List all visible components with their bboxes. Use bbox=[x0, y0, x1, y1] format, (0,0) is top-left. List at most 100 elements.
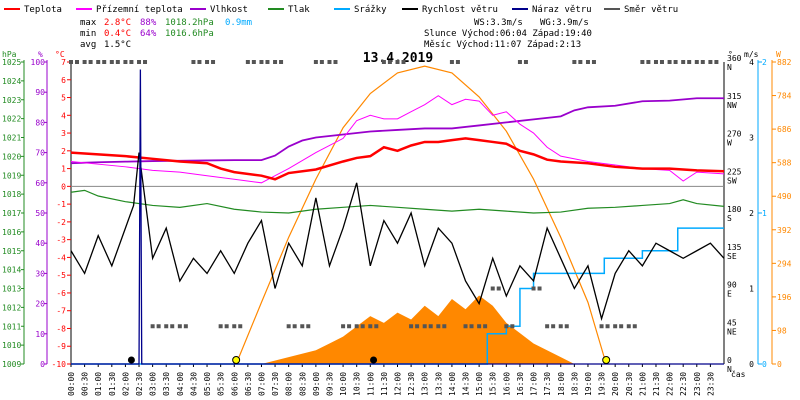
wind-direction-point bbox=[558, 324, 563, 329]
wind-direction-point bbox=[273, 60, 278, 64]
x-tick-label: 05:30 bbox=[217, 372, 226, 396]
wind-direction-point bbox=[653, 60, 658, 64]
celsius-tick-label: 0 bbox=[61, 182, 66, 191]
solar-tick-label: 882 bbox=[777, 58, 792, 67]
wind-direction-point bbox=[564, 324, 569, 329]
direction-tick-name: SW bbox=[727, 176, 737, 185]
ground-temperature-line bbox=[70, 95, 725, 184]
wind-direction-point bbox=[306, 324, 311, 329]
direction-tick-name: E bbox=[727, 290, 732, 299]
percent-tick-label: 70 bbox=[35, 149, 45, 158]
rain-tick-label: 1 bbox=[762, 209, 767, 218]
direction-tick-name: NW bbox=[727, 101, 737, 110]
wind-direction-point bbox=[578, 60, 583, 64]
wind-direction-point bbox=[245, 60, 250, 64]
wind-direction-point bbox=[483, 324, 488, 329]
moonset-marker bbox=[127, 356, 135, 364]
wind-direction-point bbox=[395, 60, 400, 64]
x-tick-label: 12:00 bbox=[394, 372, 403, 396]
x-tick-label: 06:30 bbox=[244, 372, 253, 396]
hpa-tick-label: 1014 bbox=[2, 266, 21, 275]
wind-direction-point bbox=[333, 60, 338, 64]
celsius-tick-label: 1 bbox=[61, 165, 66, 174]
wind-direction-point bbox=[681, 60, 686, 64]
hpa-tick-label: 1015 bbox=[2, 247, 21, 256]
wind-direction-point bbox=[694, 60, 699, 64]
celsius-tick-label: 5 bbox=[61, 94, 66, 103]
wind-direction-point bbox=[251, 60, 256, 64]
wind-direction-point bbox=[123, 60, 128, 64]
solar-tick-label: 686 bbox=[777, 125, 792, 134]
wind-direction-point bbox=[640, 60, 645, 64]
x-tick-label: 01:30 bbox=[108, 372, 117, 396]
sunrise-marker bbox=[232, 356, 241, 364]
wind-tick-label: 1 bbox=[749, 285, 754, 294]
hpa-tick-label: 1019 bbox=[2, 171, 21, 180]
legend-label: Teplota bbox=[24, 5, 62, 15]
wind-direction-point bbox=[232, 324, 237, 329]
hpa-tick-label: 1020 bbox=[2, 152, 21, 161]
wind-direction-point bbox=[632, 324, 637, 329]
x-tick-label: 10:30 bbox=[353, 372, 362, 396]
temperature-line bbox=[70, 137, 725, 181]
x-tick-label: 13:00 bbox=[421, 372, 430, 396]
solar-tick-label: 0 bbox=[777, 360, 782, 369]
hpa-tick-label: 1024 bbox=[2, 77, 21, 86]
wind-direction-point bbox=[387, 60, 392, 64]
percent-tick-label: 90 bbox=[35, 88, 45, 97]
wind-direction-point bbox=[667, 60, 672, 64]
wind-direction-point bbox=[585, 60, 590, 64]
percent-tick-label: 100 bbox=[31, 58, 46, 67]
direction-tick-degrees: 360 bbox=[727, 54, 742, 63]
x-tick-label: 23:00 bbox=[693, 372, 702, 396]
celsius-tick-label: 4 bbox=[61, 111, 66, 120]
direction-tick-degrees: 135 bbox=[727, 243, 742, 252]
x-tick-label: 18:30 bbox=[570, 372, 579, 396]
x-tick-label: 15:30 bbox=[489, 372, 498, 396]
x-tick-label: 19:00 bbox=[584, 372, 593, 396]
x-tick-label: 12:30 bbox=[407, 372, 416, 396]
celsius-tick-label: -5 bbox=[56, 271, 66, 280]
percent-axis-label: % bbox=[38, 50, 43, 59]
humidity-line bbox=[70, 97, 724, 165]
percent-tick-label: 40 bbox=[35, 239, 45, 248]
celsius-tick-label: -3 bbox=[56, 236, 66, 245]
wind-direction-point bbox=[211, 60, 216, 64]
wind-direction-point bbox=[265, 60, 270, 64]
stat-max-rain: 0.9mm bbox=[225, 18, 252, 28]
celsius-tick-label: -7 bbox=[56, 307, 66, 316]
solar-tick-label: 588 bbox=[777, 159, 792, 168]
wind-speed-line bbox=[70, 152, 725, 322]
wind-direction-point bbox=[517, 60, 522, 64]
stat-max-hum: 88% bbox=[140, 18, 157, 28]
wind-gust-info: WG:3.9m/s bbox=[540, 18, 589, 28]
x-tick-label: 20:00 bbox=[611, 372, 620, 396]
stat-min-hum: 64% bbox=[140, 29, 157, 39]
theoretical-solar-curve bbox=[235, 65, 607, 365]
x-tick-label: 14:30 bbox=[462, 372, 471, 396]
x-tick-label: 23:30 bbox=[706, 372, 715, 396]
solar-tick-label: 98 bbox=[777, 326, 787, 335]
wind-direction-point bbox=[69, 60, 73, 64]
wind-tick-label: 4 bbox=[749, 58, 754, 67]
hpa-tick-label: 1023 bbox=[2, 96, 21, 105]
wind-direction-point bbox=[197, 60, 202, 64]
stat-max-temp: 2.8°C bbox=[104, 18, 131, 28]
hpa-tick-label: 1011 bbox=[2, 322, 21, 331]
legend-label: Tlak bbox=[288, 5, 310, 15]
percent-tick-label: 10 bbox=[35, 330, 45, 339]
wind-direction-point bbox=[504, 324, 509, 329]
hpa-tick-label: 1012 bbox=[2, 303, 21, 312]
wind-direction-point bbox=[523, 60, 528, 64]
wind-direction-point bbox=[409, 324, 414, 329]
wind-direction-point bbox=[646, 60, 651, 64]
wind-tick-label: 3 bbox=[749, 134, 754, 143]
celsius-tick-label: -1 bbox=[56, 200, 66, 209]
wind-and-astro-info: WS:3.3m/s WG:3.9m/s Slunce Východ:06:04 … bbox=[424, 18, 592, 50]
legend-label: Vlhkost bbox=[210, 5, 248, 15]
stat-max-press: 1018.2hPa bbox=[165, 18, 214, 28]
wind-tick-label: 0 bbox=[749, 360, 754, 369]
x-tick-label: 08:00 bbox=[285, 372, 294, 396]
wind-direction-point bbox=[82, 60, 87, 64]
